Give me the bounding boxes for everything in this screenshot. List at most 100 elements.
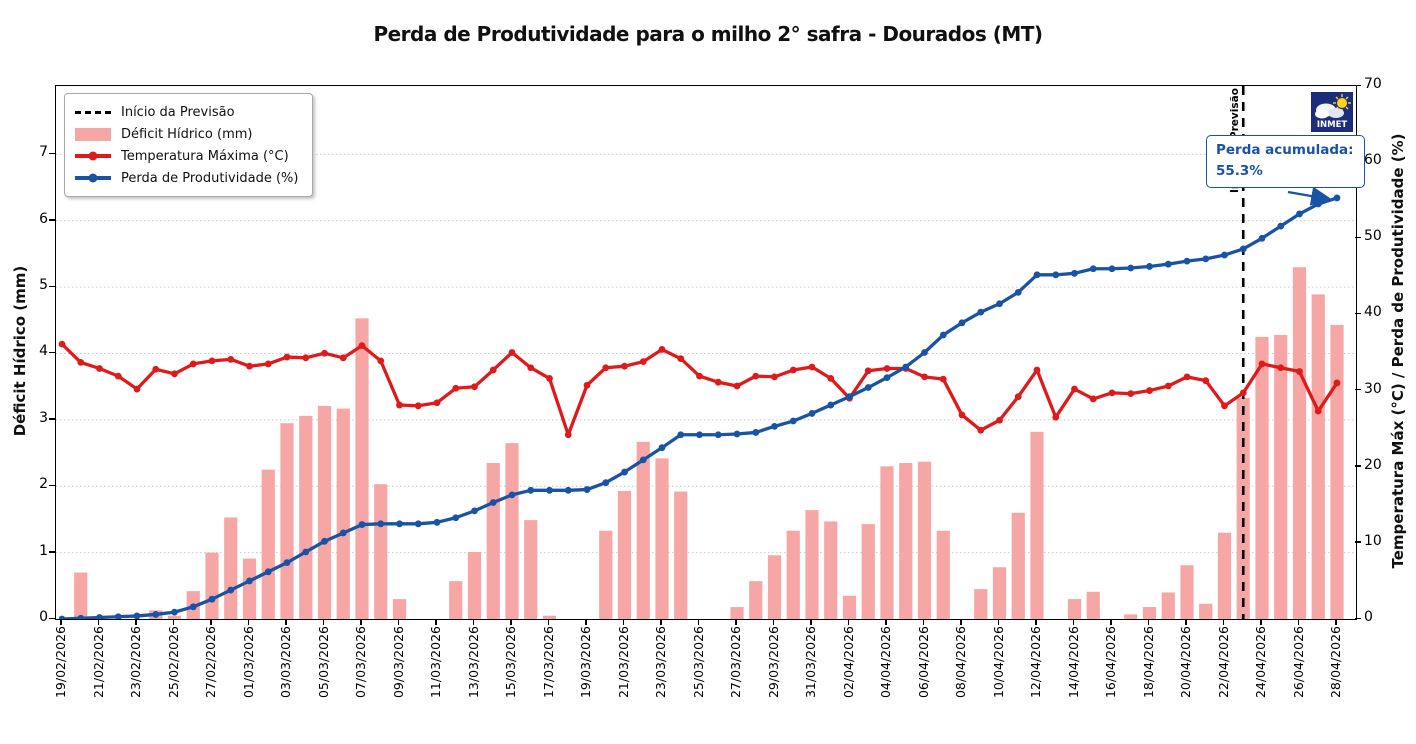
temp-point [1239,389,1247,397]
loss-point [114,613,122,619]
loss-point [208,595,216,603]
temp-point [433,399,441,407]
x-axis-tick [97,619,100,625]
loss-point [864,384,872,391]
x-axis-tick [922,619,925,625]
y-axis-left-tick-label: 1 [39,542,48,559]
temp-point [1221,402,1228,410]
temp-point [471,383,478,391]
temp-point [358,342,366,350]
loss-point [977,308,985,316]
y-axis-right-tick [1355,465,1361,467]
x-axis-tick-label: 24/04/2026 [1253,626,1268,699]
deficit-bar [599,530,613,619]
temp-point [546,374,553,382]
loss-point [733,430,741,438]
loss-point [377,520,385,528]
x-axis-tick [1035,619,1037,625]
x-axis-tick-label: 25/03/2026 [690,626,706,699]
temp-point [1296,368,1303,375]
deficit-bar [805,510,819,619]
temp-point [189,360,197,368]
x-axis-tick [1335,619,1337,625]
x-axis-tick-label: 02/04/2026 [840,626,856,699]
deficit-bar [786,530,800,619]
x-axis-tick [1147,619,1150,625]
x-axis-tick-label: 10/04/2026 [990,626,1006,699]
deficit-bar [542,615,557,619]
loss-point [1052,271,1060,279]
loss-point [321,537,328,545]
y-axis-right-tick [1355,617,1361,619]
y-axis-right-tick [1355,541,1361,543]
x-axis-tick [1260,619,1262,625]
x-axis-tick [622,619,625,625]
deficit-bar [280,423,294,619]
y-axis-right-tick-label: 0 [1364,609,1373,625]
deficit-bar [242,558,257,619]
loss-point [358,521,366,528]
x-axis-tick-label: 03/03/2026 [278,626,293,699]
loss-point [1277,222,1285,230]
loss-point [1183,257,1191,265]
temp-point [939,375,947,383]
x-axis-tick [960,619,962,625]
y-axis-left-tick [49,418,55,420]
plot-area: Início da Previsão Perda acumulada: 55.3… [55,85,1365,620]
loss-point [677,431,685,439]
y-axis-left-tick [49,152,55,155]
loss-point [1164,260,1172,268]
loss-point [58,615,66,619]
deficit-bar [636,441,650,619]
temp-point [133,385,141,393]
deficit-bar [261,469,275,619]
temp-point [1202,377,1210,385]
deficit-bar [767,555,782,619]
x-axis-tick-label: 25/02/2026 [165,626,181,699]
y-axis-left-tick-label: 5 [39,277,48,294]
temp-point [621,362,628,370]
deficit-bar [299,415,313,619]
deficit-bar [861,524,875,619]
x-axis-tick [510,619,512,625]
deficit-bar [392,599,407,619]
dashed-line-sample [75,110,111,114]
loss-point [77,614,85,619]
temp-point [696,372,703,380]
deficit-bar [730,607,744,619]
temp-point [264,360,272,368]
loss-point [1127,264,1135,272]
loss-point [1033,271,1041,279]
x-axis-tick [397,619,400,625]
loss-point [264,568,272,576]
loss-point [1239,245,1247,253]
x-axis-tick-label: 01/03/2026 [240,626,256,699]
legend-label: Temperatura Máxima (°C) [121,148,289,164]
x-axis-tick [772,619,775,625]
x-axis-tick-label: 11/03/2026 [428,626,443,699]
legend-label: Início da Previsão [121,104,235,120]
temp-point [733,382,741,390]
blue-line-sample [75,173,111,183]
deficit-bar [74,572,88,619]
loss-point [171,608,178,616]
x-axis-tick [1297,619,1300,625]
deficit-bar [749,581,763,619]
temp-point [302,354,310,362]
x-axis-tick [172,619,175,625]
temp-point [77,358,85,366]
deficit-bar [224,517,238,619]
loss-point [1202,255,1210,263]
loss-point [339,529,347,537]
temp-point [1146,387,1153,394]
temp-point [1108,389,1116,397]
temp-point [1052,413,1060,421]
x-axis-tick-label: 07/03/2026 [353,626,368,699]
x-axis-tick-label: 19/03/2026 [578,626,593,699]
deficit-bar [1217,532,1232,619]
temp-point [283,353,291,361]
x-axis-tick [997,619,1000,625]
deficit-bar [505,443,519,619]
loss-point [902,363,910,371]
x-axis-tick-label: 14/04/2026 [1065,626,1081,699]
